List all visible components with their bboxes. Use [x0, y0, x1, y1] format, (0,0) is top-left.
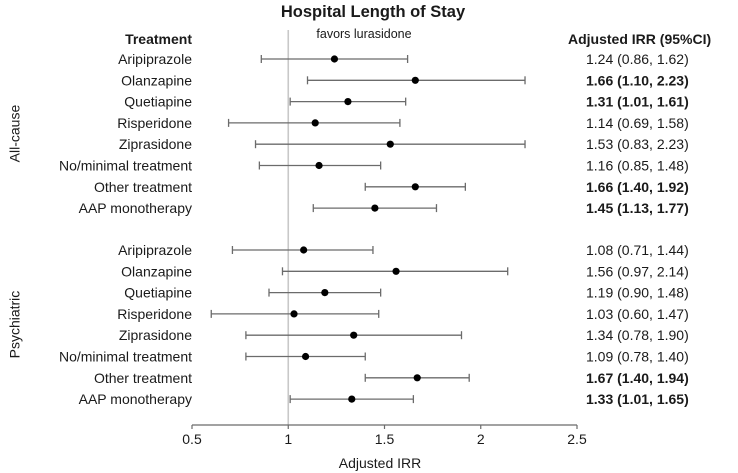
treatment-label-aripiprazole: Aripiprazole — [118, 242, 192, 258]
irr-value-quetiapine: 1.31 (1.01, 1.61) — [586, 94, 689, 110]
chart-title: Hospital Length of Stay — [281, 3, 466, 21]
x-tick-label: 2.5 — [567, 431, 587, 447]
treatment-label-olanzapine: Olanzapine — [121, 263, 192, 279]
x-tick-label: 1 — [284, 431, 292, 447]
favors-lurasidone-annotation: favors lurasidone — [316, 27, 411, 41]
group-label-all-cause: All-cause — [7, 105, 23, 163]
point-estimate-olanzapine — [411, 76, 419, 84]
treatment-label-quetiapine: Quetiapine — [124, 285, 192, 301]
irr-value-other-treatment: 1.66 (1.40, 1.92) — [586, 179, 689, 195]
treatment-label-aap-monotherapy: AAP monotherapy — [79, 200, 192, 216]
point-estimate-ziprasidone — [386, 140, 394, 148]
point-estimate-aripiprazole — [330, 55, 339, 63]
treatment-label-risperidone: Risperidone — [117, 115, 192, 131]
irr-value-risperidone: 1.14 (0.69, 1.58) — [586, 115, 689, 131]
treatment-label-risperidone: Risperidone — [117, 306, 192, 322]
treatment-label-olanzapine: Olanzapine — [121, 72, 192, 88]
treatment-label-other-treatment: Other treatment — [94, 179, 192, 195]
treatment-label-quetiapine: Quetiapine — [124, 94, 192, 110]
irr-value-no-minimal-treatment: 1.16 (0.85, 1.48) — [586, 158, 689, 174]
point-estimate-aap-monotherapy — [348, 395, 356, 403]
point-estimate-olanzapine — [392, 267, 400, 275]
irr-value-aap-monotherapy: 1.45 (1.13, 1.77) — [586, 200, 689, 216]
x-tick-label: 1.5 — [375, 431, 395, 447]
x-axis-label: Adjusted IRR — [339, 455, 421, 471]
treatment-label-aripiprazole: Aripiprazole — [118, 51, 192, 67]
x-tick-label: 0.5 — [182, 431, 202, 447]
x-tick-label: 2 — [477, 431, 485, 447]
point-estimate-risperidone — [311, 119, 319, 127]
irr-value-risperidone: 1.03 (0.60, 1.47) — [586, 306, 689, 322]
irr-value-ziprasidone: 1.34 (0.78, 1.90) — [586, 327, 689, 343]
point-estimate-aripiprazole — [300, 246, 308, 254]
group-label-psychiatric: Psychiatric — [7, 291, 23, 359]
treatment-label-aap-monotherapy: AAP monotherapy — [79, 391, 192, 407]
point-estimate-risperidone — [290, 310, 298, 318]
irr-value-quetiapine: 1.19 (0.90, 1.48) — [586, 285, 689, 301]
treatment-label-other-treatment: Other treatment — [94, 370, 192, 386]
point-estimate-other-treatment — [413, 374, 421, 382]
point-estimate-quetiapine — [344, 98, 352, 106]
irr-value-olanzapine: 1.56 (0.97, 2.14) — [586, 263, 689, 279]
treatment-column-header: Treatment — [125, 31, 192, 47]
point-estimate-ziprasidone — [350, 331, 358, 339]
irr-column-header: Adjusted IRR (95%CI) — [568, 31, 711, 47]
point-estimate-no-minimal-treatment — [301, 352, 310, 361]
point-estimate-quetiapine — [321, 289, 329, 297]
irr-value-ziprasidone: 1.53 (0.83, 2.23) — [586, 136, 689, 152]
irr-value-other-treatment: 1.67 (1.40, 1.94) — [586, 370, 689, 386]
irr-value-olanzapine: 1.66 (1.10, 2.23) — [586, 72, 689, 88]
treatment-label-no-minimal-treatment: No/minimal treatment — [59, 158, 192, 174]
irr-value-aripiprazole: 1.24 (0.86, 1.62) — [586, 51, 689, 67]
point-estimate-no-minimal-treatment — [315, 161, 323, 170]
irr-value-no-minimal-treatment: 1.09 (0.78, 1.40) — [586, 349, 689, 365]
treatment-label-ziprasidone: Ziprasidone — [119, 327, 192, 343]
treatment-label-no-minimal-treatment: No/minimal treatment — [59, 349, 192, 365]
irr-value-aap-monotherapy: 1.33 (1.01, 1.65) — [586, 391, 689, 407]
irr-value-aripiprazole: 1.08 (0.71, 1.44) — [586, 242, 689, 258]
point-estimate-aap-monotherapy — [371, 204, 379, 212]
plot-marks: All-cause Aripiprazole 1.24 (0.86, 1.62) Ol… — [7, 30, 689, 447]
point-estimate-other-treatment — [411, 183, 419, 191]
treatment-label-ziprasidone: Ziprasidone — [119, 136, 192, 152]
